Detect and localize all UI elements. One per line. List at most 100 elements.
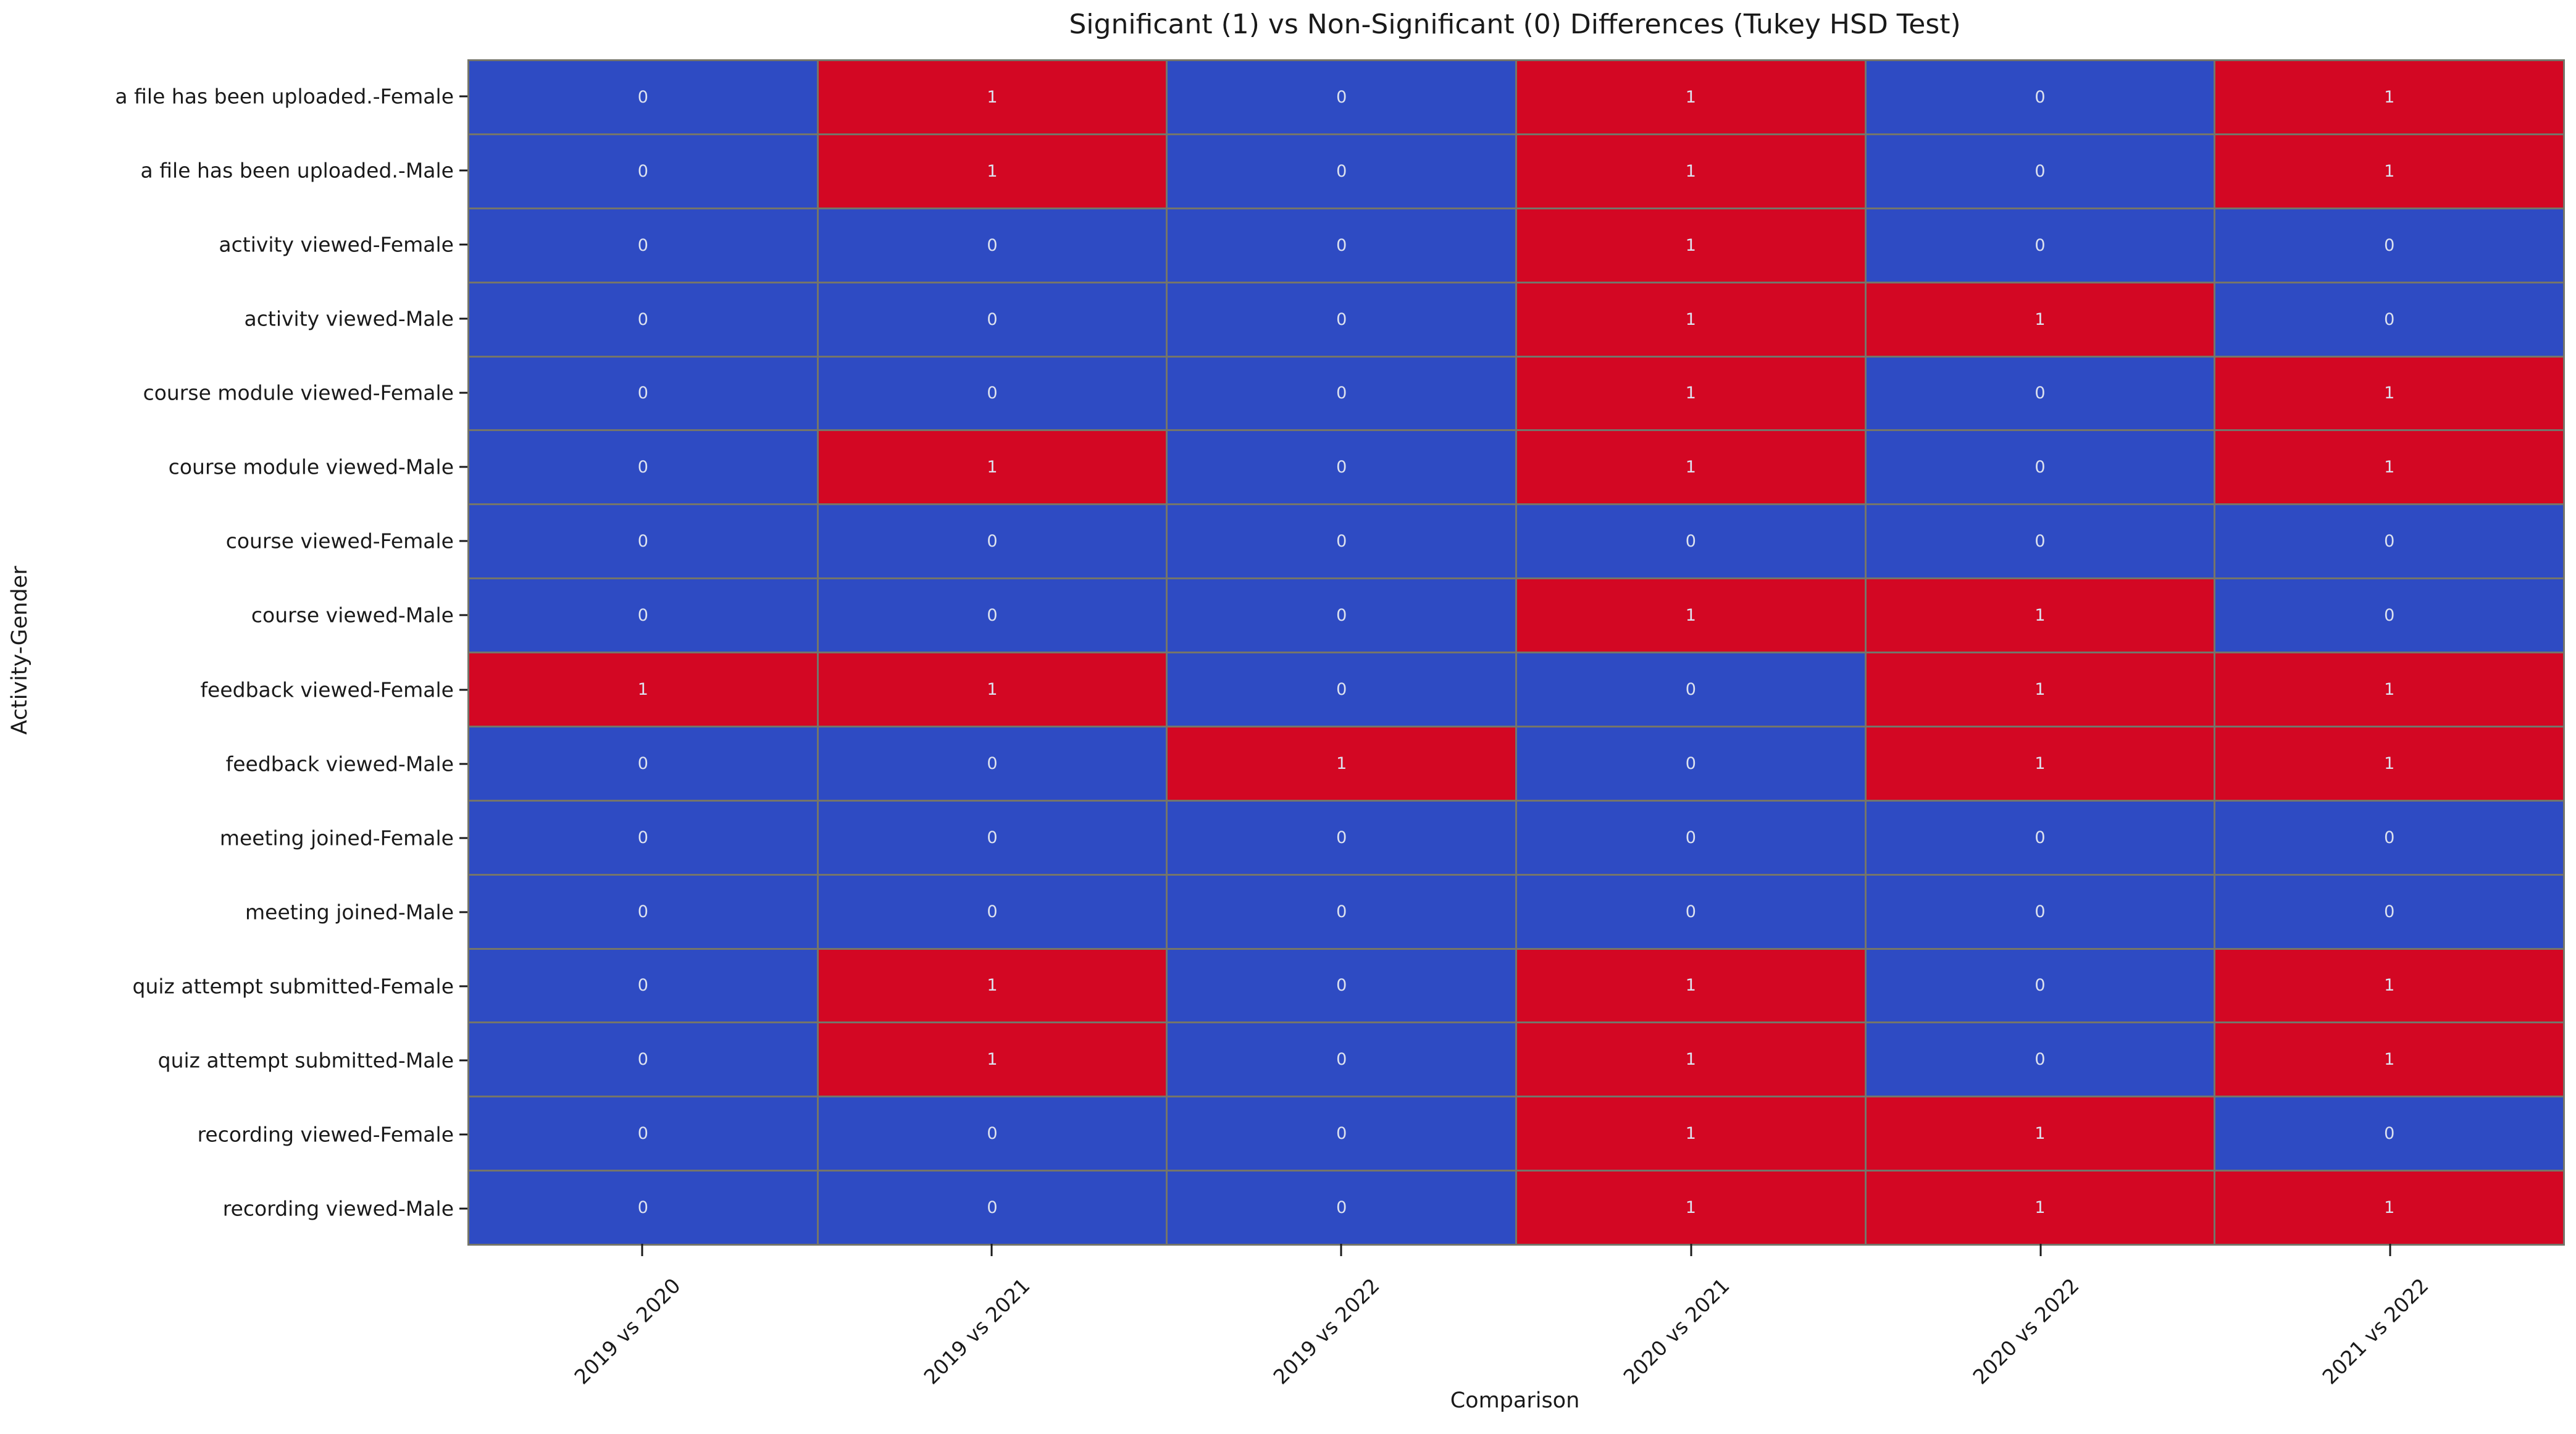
heatmap-cell-r5-c1: 1 [818,431,1166,504]
heatmap-cell-r6-c5: 0 [2215,505,2563,578]
heatmap-cell-r1-c5: 1 [2215,135,2563,208]
heatmap-cell-r11-c5: 0 [2215,875,2563,948]
y-tick-13 [459,1059,467,1062]
y-tick-4 [459,392,467,394]
chart-title: Significant (1) vs Non-Significant (0) D… [1069,9,1961,40]
heatmap-cell-r2-c0: 0 [469,209,817,282]
heatmap-cell-r4-c3: 1 [1517,357,1865,430]
heatmap-cell-r6-c1: 0 [818,505,1166,578]
row-label-2: activity viewed-Female [219,232,454,257]
heatmap-cell-r6-c3: 0 [1517,505,1865,578]
heatmap-cell-r11-c0: 0 [469,875,817,948]
row-label-3: activity viewed-Male [244,306,454,331]
heatmap-cell-r1-c3: 1 [1517,135,1865,208]
heatmap-cell-r2-c3: 1 [1517,209,1865,282]
heatmap-cell-r13-c4: 0 [1866,1023,2214,1096]
x-axis-label: Comparison [1450,1388,1580,1413]
heatmap-cell-r7-c0: 0 [469,579,817,652]
heatmap-cell-r10-c0: 0 [469,801,817,874]
heatmap-cell-r0-c2: 0 [1168,61,1515,133]
row-label-6: course viewed-Female [225,529,454,553]
heatmap-cell-r14-c4: 1 [1866,1097,2214,1170]
x-tick-0 [641,1244,643,1256]
heatmap-cell-r11-c3: 0 [1517,875,1865,948]
row-label-9: feedback viewed-Male [225,752,454,776]
heatmap-cell-r5-c5: 1 [2215,431,2563,504]
heatmap-cell-r4-c1: 0 [818,357,1166,430]
heatmap-cell-r4-c5: 1 [2215,357,2563,430]
heatmap-cell-r8-c1: 1 [818,653,1166,726]
row-label-7: course viewed-Male [251,603,454,627]
heatmap-cell-r13-c0: 0 [469,1023,817,1096]
heatmap-cell-r3-c0: 0 [469,283,817,356]
row-label-14: recording viewed-Female [197,1122,454,1147]
heatmap-cell-r11-c1: 0 [818,875,1166,948]
heatmap-cell-r15-c0: 0 [469,1172,817,1244]
y-tick-1 [459,169,467,172]
y-tick-7 [459,614,467,616]
heatmap-cell-r0-c5: 1 [2215,61,2563,133]
heatmap-cell-r8-c3: 0 [1517,653,1865,726]
heatmap-cell-r13-c5: 1 [2215,1023,2563,1096]
heatmap-cell-r1-c0: 0 [469,135,817,208]
heatmap-cell-r7-c3: 1 [1517,579,1865,652]
heatmap-cell-r0-c0: 0 [469,61,817,133]
row-label-5: course module viewed-Male [168,455,454,479]
y-tick-9 [459,763,467,765]
heatmap-cell-r14-c5: 0 [2215,1097,2563,1170]
heatmap-cell-r3-c4: 1 [1866,283,2214,356]
row-label-0: a file has been uploaded.-Female [115,84,454,109]
x-tick-3 [1690,1244,1692,1256]
heatmap-cell-r3-c5: 0 [2215,283,2563,356]
row-label-15: recording viewed-Male [222,1196,454,1221]
heatmap-cell-r1-c4: 0 [1866,135,2214,208]
y-tick-8 [459,689,467,691]
heatmap-cell-r2-c5: 0 [2215,209,2563,282]
row-label-13: quiz attempt submitted-Male [157,1048,454,1073]
heatmap-cell-r5-c3: 1 [1517,431,1865,504]
heatmap-cell-r6-c2: 0 [1168,505,1515,578]
heatmap-cell-r9-c4: 1 [1866,727,2214,800]
heatmap-cell-r12-c2: 0 [1168,949,1515,1022]
heatmap-cell-r15-c3: 1 [1517,1172,1865,1244]
row-label-10: meeting joined-Female [219,826,454,850]
heatmap-cell-r7-c1: 0 [818,579,1166,652]
heatmap-cell-r8-c4: 1 [1866,653,2214,726]
y-tick-3 [459,317,467,320]
row-label-8: feedback viewed-Female [200,677,454,702]
heatmap-cell-r4-c4: 0 [1866,357,2214,430]
x-tick-4 [2039,1244,2042,1256]
heatmap-cell-r13-c3: 1 [1517,1023,1865,1096]
x-tick-2 [1340,1244,1342,1256]
heatmap-cell-r7-c5: 0 [2215,579,2563,652]
row-label-11: meeting joined-Male [245,900,454,925]
y-tick-0 [459,95,467,98]
heatmap-cell-r10-c4: 0 [1866,801,2214,874]
heatmap-cell-r13-c2: 0 [1168,1023,1515,1096]
row-label-12: quiz attempt submitted-Female [132,974,454,999]
heatmap-cell-r15-c5: 1 [2215,1172,2563,1244]
y-tick-14 [459,1133,467,1136]
heatmap-cell-r6-c4: 0 [1866,505,2214,578]
heatmap-cell-r14-c0: 0 [469,1097,817,1170]
heatmap-cell-r15-c1: 0 [818,1172,1166,1244]
heatmap-cell-r8-c5: 1 [2215,653,2563,726]
heatmap-cell-r12-c3: 1 [1517,949,1865,1022]
y-tick-15 [459,1207,467,1210]
heatmap-cell-r14-c2: 0 [1168,1097,1515,1170]
heatmap-cell-r3-c3: 1 [1517,283,1865,356]
heatmap-cell-r15-c4: 1 [1866,1172,2214,1244]
heatmap-cell-r4-c0: 0 [469,357,817,430]
row-label-4: course module viewed-Female [143,380,454,405]
heatmap-cell-r10-c2: 0 [1168,801,1515,874]
heatmap-cell-r9-c3: 0 [1517,727,1865,800]
y-tick-2 [459,243,467,246]
heatmap-cell-r9-c2: 1 [1168,727,1515,800]
heatmap-cell-r3-c2: 0 [1168,283,1515,356]
heatmap-cell-r15-c2: 0 [1168,1172,1515,1244]
heatmap-cell-r0-c3: 1 [1517,61,1865,133]
y-tick-10 [459,837,467,839]
heatmap-cell-r6-c0: 0 [469,505,817,578]
